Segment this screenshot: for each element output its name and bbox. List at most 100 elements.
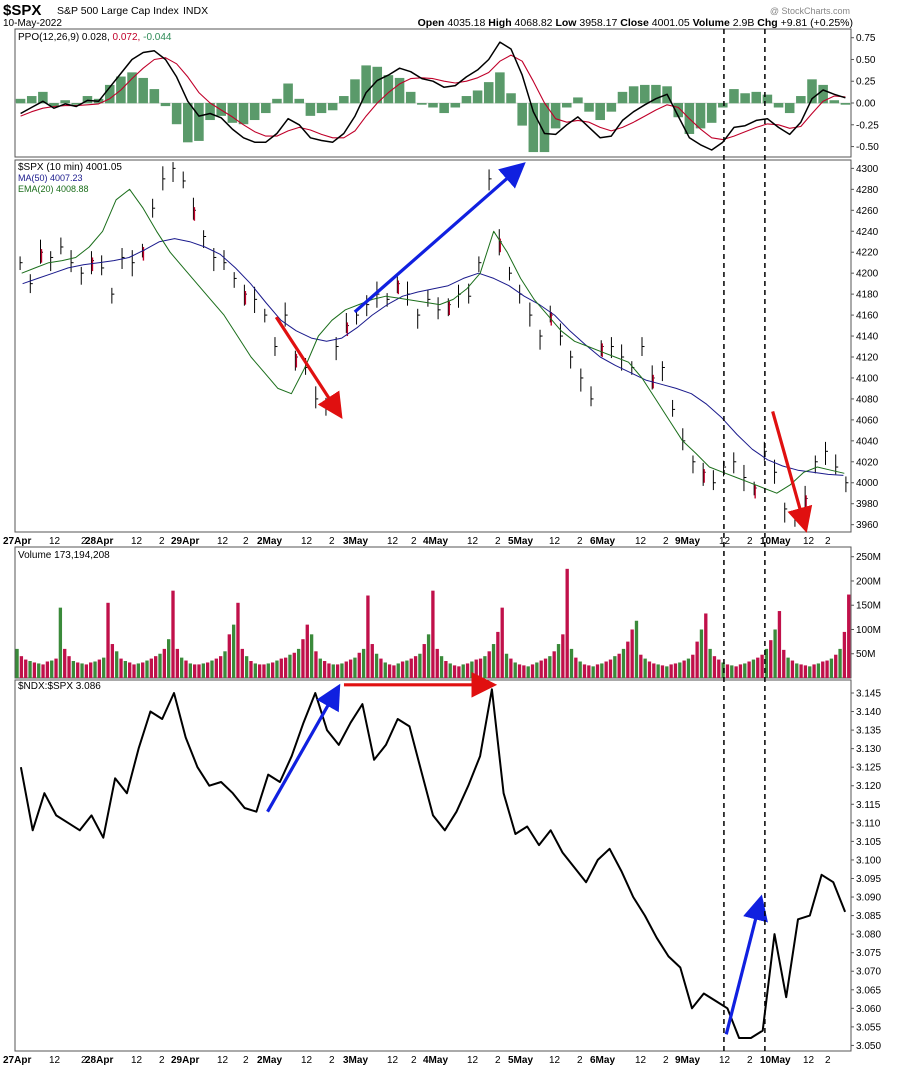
ratio-y-tick: 3.110 (856, 818, 881, 829)
ratio-y-tick: 3.145 (856, 688, 881, 699)
x-tick-label: 2 (495, 536, 501, 547)
volume-bar (409, 658, 413, 678)
volume-bar (431, 590, 435, 678)
ratio-y-tick: 3.070 (856, 967, 881, 978)
price-y-tick: 4160 (856, 311, 879, 322)
volume-bar (154, 656, 158, 678)
volume-bar (318, 658, 322, 678)
volume-y-tick: 250M (856, 552, 881, 563)
volume-bar (288, 654, 292, 678)
ppo-histogram-bar (160, 103, 171, 107)
volume-bar (405, 660, 409, 678)
volume-bar (93, 661, 97, 678)
volume-bar (600, 663, 604, 678)
volume-bar (374, 653, 379, 678)
x-tick-label: 12 (467, 536, 479, 547)
ppo-histogram-bar (194, 103, 204, 141)
ppo-histogram-bar (740, 93, 750, 104)
x-tick-label: 12 (635, 1055, 647, 1066)
volume-bar (28, 661, 32, 678)
x-tick-label: 12 (803, 536, 815, 547)
ppo-histogram-bar (550, 103, 561, 129)
ratio-y-tick: 3.115 (856, 800, 881, 811)
volume-bar (327, 663, 331, 678)
ppo-histogram-bar (517, 103, 527, 126)
volume-bar (218, 656, 223, 678)
x-tick-label: 10May (760, 536, 791, 547)
ppo-histogram-bar (428, 103, 438, 108)
volume-bar (180, 657, 184, 678)
volume-y-tick: 200M (856, 576, 881, 587)
volume-bar (418, 653, 422, 678)
volume-bar (803, 665, 808, 678)
volume-bar (435, 648, 439, 678)
volume-bar (262, 664, 266, 678)
volume-bar (812, 664, 816, 678)
x-tick-label: 9May (675, 536, 700, 547)
ratio-line (19, 688, 847, 1039)
trend-arrow (274, 316, 343, 419)
trend-arrow (724, 894, 768, 1035)
volume-bar (565, 568, 569, 678)
volume-bar (773, 629, 777, 678)
panel-frame (14, 28, 852, 158)
volume-bar (496, 631, 500, 678)
ema20-line (21, 188, 845, 494)
ppo-histogram-bar (394, 77, 405, 104)
volume-bar (279, 658, 283, 678)
ppo-histogram-bar (339, 96, 349, 104)
volume-bar (652, 663, 656, 678)
x-tick-label: 12 (387, 1055, 399, 1066)
ppo-histogram-bar (628, 86, 639, 104)
volume-bar (184, 660, 188, 678)
ppo-histogram-bar (327, 103, 338, 111)
trend-arrow (353, 162, 526, 314)
volume-bar (838, 648, 842, 678)
price-y-tick: 3980 (856, 499, 879, 510)
volume-bar (543, 658, 548, 678)
volume-bar (764, 648, 769, 678)
ppo-legend-part: 0.072, (110, 32, 141, 43)
x-tick-label: 12 (719, 1055, 731, 1066)
x-tick-label: 12 (719, 536, 731, 547)
volume-bar (782, 649, 786, 678)
volume-bar (582, 664, 587, 678)
x-tick-label: 12 (549, 1055, 561, 1066)
volume-bar (340, 663, 344, 678)
ppo-histogram-bar (784, 103, 795, 114)
volume-bar (483, 656, 487, 678)
volume-bar (50, 660, 54, 678)
price-y-tick: 4140 (856, 332, 879, 343)
x-tick-label: 12 (217, 1055, 229, 1066)
volume-bar (474, 659, 478, 678)
volume-bar (335, 664, 340, 678)
volume-bar (630, 629, 634, 678)
volume-bar (353, 657, 357, 678)
volume-bar (205, 662, 210, 678)
volume-bar (283, 657, 288, 678)
volume-bar (357, 652, 361, 678)
ppo-y-tick: 0.00 (856, 99, 876, 110)
ppo-y-tick: 0.25 (856, 77, 876, 88)
ppo-histogram-bar (49, 103, 59, 107)
volume-bar (535, 662, 539, 678)
volume-bar (392, 665, 396, 678)
volume-bar (67, 656, 71, 678)
volume-title: Volume 173,194,208 (18, 550, 110, 561)
x-tick-label: 12 (131, 536, 143, 547)
ratio-y-tick: 3.055 (856, 1022, 881, 1033)
x-tick-label: 12 (803, 1055, 815, 1066)
x-tick-label: 2 (243, 1055, 249, 1066)
x-tick-label: 27Apr (3, 536, 31, 547)
volume-bar (587, 665, 591, 678)
ratio-y-tick: 3.065 (856, 985, 881, 996)
price-y-tick: 4200 (856, 269, 879, 280)
volume-bar (561, 634, 565, 678)
volume-bar (639, 654, 643, 678)
volume-bar (569, 648, 574, 678)
volume-bar (517, 664, 522, 678)
volume-bar (422, 644, 426, 678)
volume-bar (530, 664, 535, 678)
volume-bar (621, 648, 626, 678)
